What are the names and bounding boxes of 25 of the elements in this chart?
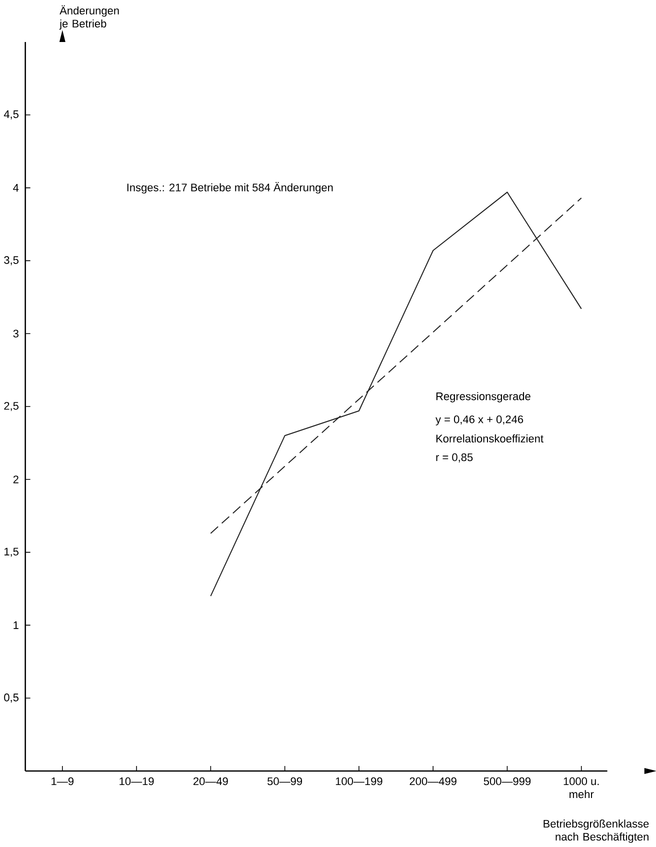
annotation: y = 0,46 x + 0,246 [435, 415, 523, 426]
y-tick-label: 4,5 [4, 110, 18, 120]
x-tick-label: 10—19 [119, 777, 154, 786]
x-tick-label: 500—999 [484, 777, 530, 786]
y-tick-label: 3,5 [4, 256, 18, 266]
y-tick-label: 0,5 [4, 694, 18, 703]
annotation: Korrelationskoeffizient [436, 434, 544, 442]
x-tick-label: 1—9 [51, 777, 74, 786]
annotation: Insges.: 217 Betriebe mit 584 Änderungen [127, 182, 332, 194]
x-axis-title: Betriebsgrößenklasse nach Beschäftigten [544, 820, 648, 843]
y-tick-label: 2 [13, 476, 18, 484]
x-tick-label: 20—49 [193, 777, 228, 786]
x-tick-label: 100—199 [336, 777, 382, 786]
line-series [210, 192, 582, 597]
annotation: Regressionsgerade [436, 392, 530, 402]
x-tick-label: 50—99 [267, 777, 302, 786]
y-tick-label: 1,5 [4, 548, 18, 557]
annotation: r = 0,85 [436, 453, 472, 462]
x-tick-label: 200—499 [410, 777, 456, 786]
y-tick-label: 2,5 [4, 402, 18, 412]
y-tick-label: 4 [12, 184, 18, 192]
y-tick-label: 1 [13, 621, 18, 629]
x-tick-label: 1000 u. mehr [564, 777, 599, 798]
y-axis-title: Änderungen je Betrieb [59, 5, 119, 30]
y-tick-label: 3 [13, 330, 18, 338]
